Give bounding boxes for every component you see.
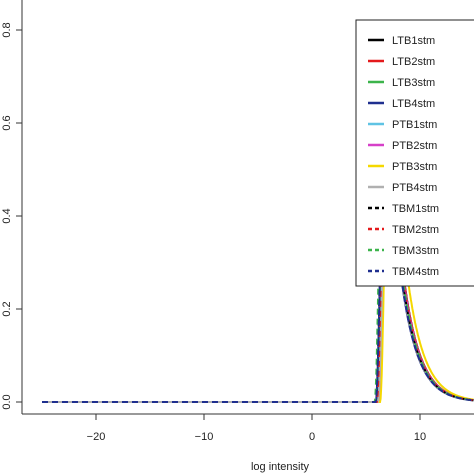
legend-label: TBM2stm — [392, 224, 439, 236]
legend-label: PTB2stm — [392, 140, 437, 152]
x-axis-label: log intensity — [251, 461, 310, 473]
legend-label: TBM3stm — [392, 245, 439, 257]
x-axis-ticks: −20 −10 0 10 — [87, 414, 426, 443]
legend-label: PTB3stm — [392, 161, 437, 173]
legend-label: LTB2stm — [392, 56, 435, 68]
y-tick-label: 0.0 — [1, 394, 13, 409]
legend-label: PTB4stm — [392, 182, 437, 194]
legend-label: TBM4stm — [392, 266, 439, 278]
x-tick-label: 10 — [414, 431, 426, 443]
legend-label: LTB1stm — [392, 35, 435, 47]
y-tick-label: 0.4 — [1, 208, 13, 223]
legend-label: PTB1stm — [392, 119, 437, 131]
y-axis-ticks: 0.0 0.2 0.4 0.6 0.8 — [1, 22, 22, 410]
legend-label: TBM1stm — [392, 203, 439, 215]
y-tick-label: 0.8 — [1, 22, 13, 37]
y-tick-label: 0.2 — [1, 301, 13, 316]
x-tick-label: −20 — [87, 431, 106, 443]
legend: LTB1stm LTB2stm LTB3stm LTB4stm PTB1stm PTB2s… — [355, 19, 474, 287]
legend-label: LTB3stm — [392, 77, 435, 89]
x-tick-label: −10 — [195, 431, 214, 443]
y-tick-label: 0.6 — [1, 115, 13, 130]
x-tick-label: 0 — [309, 431, 315, 443]
legend-label: LTB4stm — [392, 98, 435, 110]
legend-box — [355, 19, 474, 287]
